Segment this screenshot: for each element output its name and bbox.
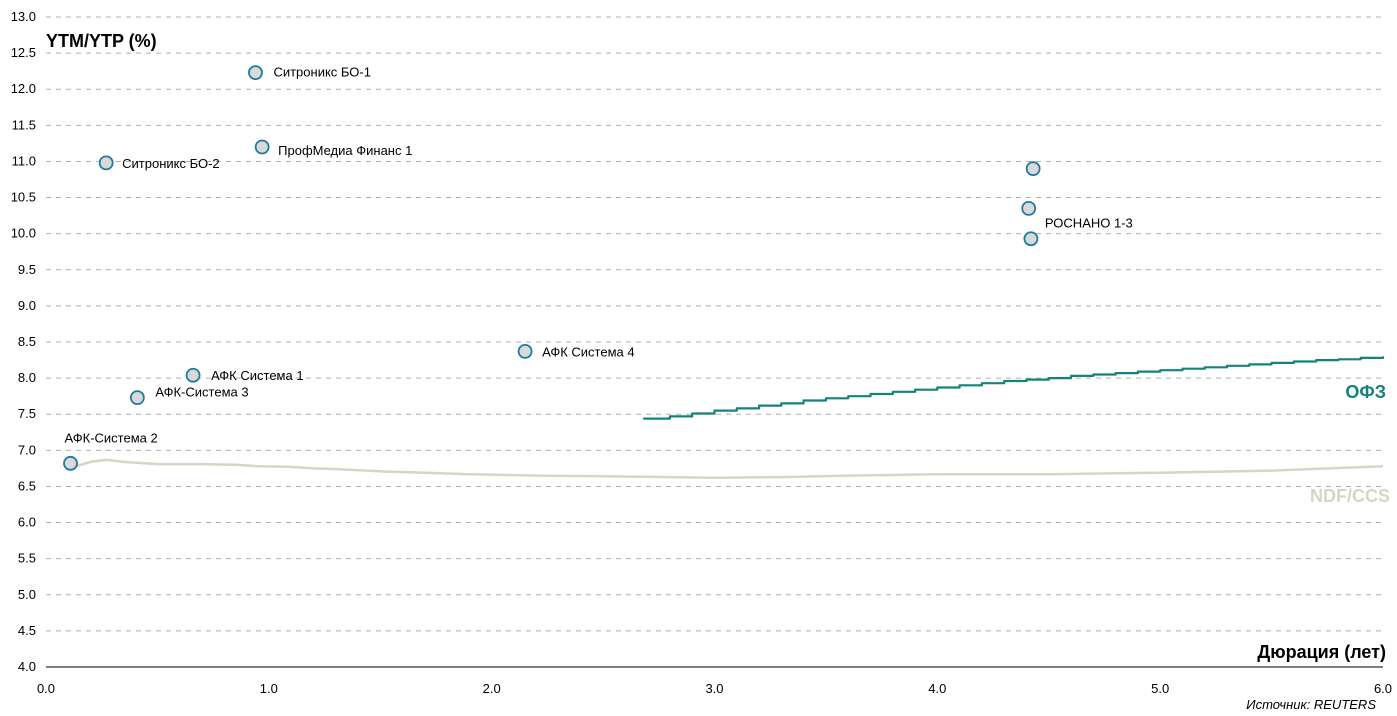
y-tick-label: 9.5 [18, 262, 36, 277]
data-point [517, 343, 533, 359]
data-point [1025, 161, 1041, 177]
y-tick-label: 13.0 [11, 9, 36, 24]
y-tick-label: 11.0 [12, 153, 36, 168]
data-point [254, 139, 270, 155]
y-tick-label: 9.0 [18, 298, 36, 313]
point-label: РОСНАНО 1-3 [1045, 216, 1133, 231]
point-label: АФК Система 4 [542, 344, 635, 359]
x-tick-label: 0.0 [37, 681, 55, 696]
series-label-ofz: ОФЗ [1345, 382, 1386, 402]
point-labels: Ситроникс БО-1 ПрофМедиа Финанс 1 Ситроник… [65, 65, 1133, 446]
point-label: АФК-Система 2 [65, 430, 158, 445]
point-label: АФК-Система 3 [155, 385, 248, 400]
y-tick-label: 4.5 [18, 623, 36, 638]
x-tick-label: 3.0 [705, 681, 723, 696]
series-label-ndf-ccs: NDF/CCS [1310, 486, 1390, 506]
y-tick-label: 4.0 [18, 659, 36, 674]
y-tick-label: 7.0 [18, 442, 36, 457]
y-axis-title: YTM/YTP (%) [46, 31, 157, 51]
series-line-ndf-ccs [67, 458, 1384, 480]
point-label: Ситроникс БО-2 [122, 156, 220, 171]
point-label: ПрофМедиа Финанс 1 [278, 143, 412, 158]
data-points [63, 65, 1041, 471]
y-tick-label: 5.0 [18, 587, 36, 602]
series-line-ofz [643, 356, 1385, 420]
y-tick-label: 8.0 [18, 370, 36, 385]
data-point [129, 390, 145, 406]
y-tick-label: 5.5 [18, 551, 36, 566]
x-tick-label: 4.0 [928, 681, 946, 696]
y-tick-label: 11.5 [12, 117, 36, 132]
x-tick-label: 1.0 [260, 681, 278, 696]
data-point [248, 65, 263, 81]
y-tick-label: 6.5 [18, 478, 36, 493]
x-axis-title: Дюрация (лет) [1257, 642, 1386, 662]
source-note: Источник: REUTERS [1246, 697, 1376, 712]
y-tick-label: 6.0 [18, 515, 36, 530]
point-label: Ситроникс БО-1 [273, 65, 371, 80]
point-label: АФК Система 1 [211, 368, 304, 383]
y-tick-label: 8.5 [18, 334, 36, 349]
data-point [185, 367, 201, 383]
data-point [1021, 200, 1037, 216]
y-tick-label: 10.0 [11, 226, 36, 241]
y-tick-label: 7.5 [18, 406, 36, 421]
x-tick-labels: 0.0 1.0 2.0 3.0 4.0 5.0 6.0 [37, 681, 1392, 696]
y-tick-label: 12.0 [11, 81, 36, 96]
y-tick-label: 10.5 [11, 190, 36, 205]
y-tick-label: 12.5 [11, 45, 36, 60]
data-point [63, 455, 78, 471]
gridlines [46, 16, 1383, 632]
series-lines [67, 356, 1385, 480]
x-tick-label: 5.0 [1151, 681, 1169, 696]
x-tick-label: 6.0 [1374, 681, 1392, 696]
y-tick-labels: 4.0 4.5 5.0 5.5 6.0 6.5 7.0 7.5 8.0 8.5 9.0 9.5 10.0… [11, 9, 36, 674]
x-tick-label: 2.0 [483, 681, 501, 696]
data-point [98, 155, 114, 171]
data-point [1023, 231, 1039, 247]
